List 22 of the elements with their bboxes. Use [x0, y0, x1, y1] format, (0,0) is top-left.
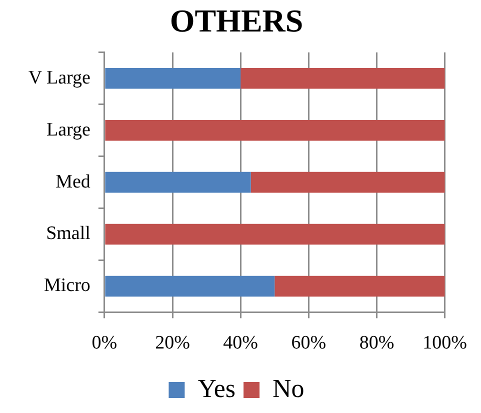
legend-label: Yes	[198, 374, 236, 403]
x-tick-label: 80%	[359, 332, 394, 354]
y-tick-label: Large	[46, 119, 90, 140]
legend-label: No	[272, 374, 304, 403]
bar	[105, 120, 445, 141]
chart-title: OTHERS	[170, 2, 304, 38]
y-tick-label: Micro	[44, 275, 90, 296]
x-tick-label: 100%	[422, 332, 468, 354]
bar	[105, 68, 241, 89]
bar	[105, 172, 251, 193]
bar	[240, 68, 445, 89]
x-tick-label: 40%	[223, 332, 258, 354]
bar	[250, 172, 445, 193]
y-tick-label: Med	[56, 171, 91, 192]
bar	[274, 276, 445, 297]
y-tick-label: V Large	[28, 67, 90, 88]
x-tick-label: 0%	[92, 332, 118, 354]
x-tick-label: 20%	[155, 332, 190, 354]
y-tick-label: Small	[46, 223, 90, 244]
bar	[105, 224, 445, 245]
bar	[105, 276, 275, 297]
x-tick-label: 60%	[291, 332, 326, 354]
